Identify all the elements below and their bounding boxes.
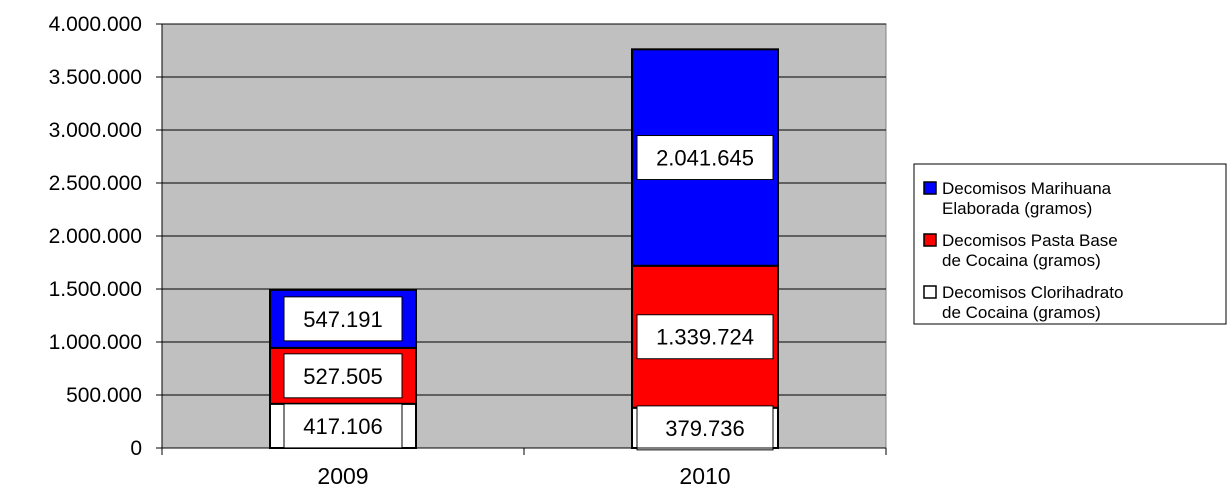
y-tick-label: 4.000.000 — [49, 13, 142, 36]
y-axis-ticks: 0 500.000 1.000.000 1.500.000 2.000.000 2.500… — [49, 13, 162, 460]
data-label-box — [283, 403, 403, 449]
legend-label: Decomisos Pasta Base — [942, 231, 1118, 250]
data-label-box — [636, 405, 774, 451]
data-label-box — [636, 135, 774, 181]
y-tick-label: 1.500.000 — [49, 278, 142, 301]
x-tick-label: 2010 — [679, 463, 730, 489]
y-tick-label: 0 — [130, 437, 142, 460]
y-tick-label: 2.000.000 — [49, 225, 142, 248]
y-tick-label: 1.000.000 — [49, 331, 142, 354]
data-label: 527.505 — [303, 364, 383, 389]
data-label-box — [636, 314, 774, 360]
legend-swatch — [923, 233, 937, 247]
x-axis-ticks: 2009 2010 — [161, 448, 887, 489]
legend-swatch — [923, 285, 937, 299]
x-tick-label: 2009 — [317, 463, 368, 489]
bars: 417.106 527.505 547.191 379.736 1.339.724 2.0… — [269, 48, 779, 451]
data-label-box — [283, 353, 403, 399]
data-label: 2.041.645 — [656, 146, 754, 171]
y-tick-label: 500.000 — [66, 384, 142, 407]
legend-swatch — [923, 181, 937, 195]
y-tick-label: 3.500.000 — [49, 66, 142, 89]
data-label: 379.736 — [665, 416, 745, 441]
data-label-box — [283, 296, 403, 342]
legend-label: de Cocaina (gramos) — [942, 303, 1101, 322]
y-tick-label: 2.500.000 — [49, 172, 142, 195]
data-label: 417.106 — [303, 414, 383, 439]
legend-label: Elaborada (gramos) — [942, 199, 1092, 218]
y-tick-label: 3.000.000 — [49, 119, 142, 142]
legend-label: de Cocaina (gramos) — [942, 251, 1101, 270]
data-label: 1.339.724 — [656, 325, 754, 350]
legend-label: Decomisos Clorihadrato — [942, 283, 1123, 302]
data-label: 547.191 — [303, 307, 383, 332]
legend-box — [913, 163, 1227, 325]
legend-label: Decomisos Marihuana — [942, 179, 1112, 198]
